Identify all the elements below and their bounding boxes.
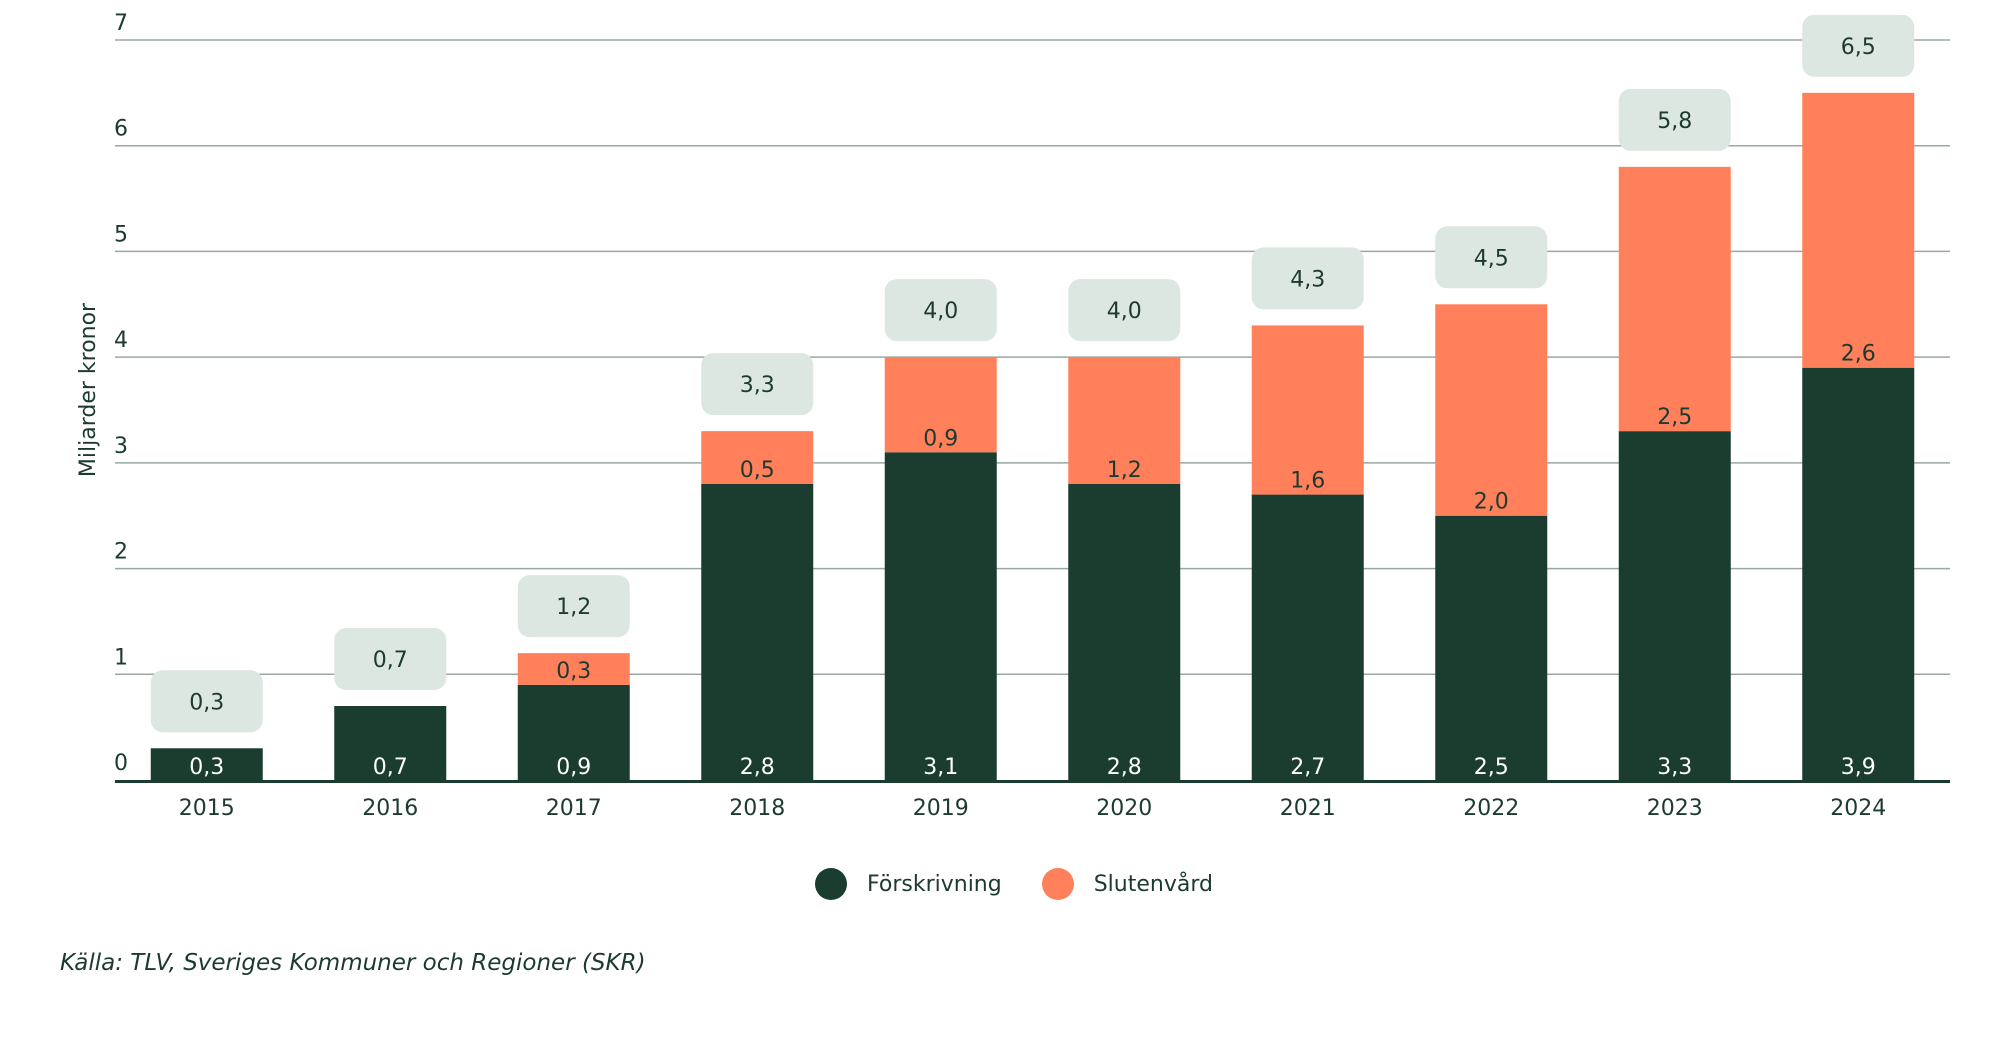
y-tick-label: 3 [114,434,128,459]
total-box [517,575,630,638]
x-tick-label: 2021 [1280,796,1336,821]
total-box [884,279,997,342]
total-box [150,670,263,733]
y-tick-label: 5 [114,222,128,247]
legend-label-slutenvard: Slutenvård [1093,871,1213,897]
source-note: Källa: TLV, Sveriges Kommuner och Region… [60,950,646,976]
y-tick-label: 6 [114,117,128,142]
bar-forskrivning [701,484,814,780]
data-label-forskrivning: 3,3 [1657,755,1692,780]
bar-slutenvard [517,653,630,685]
total-label: 0,3 [189,690,224,715]
total-label: 4,5 [1474,246,1509,271]
data-label-slutenvard: 2,6 [1841,342,1876,367]
legend-item-slutenvard: Slutenvård [1041,868,1213,900]
total-label: 0,7 [373,648,408,673]
total-box [1251,247,1364,310]
x-tick-label: 2023 [1647,796,1703,821]
data-label-slutenvard: 0,9 [923,426,958,451]
bar-forskrivning [1802,367,1915,780]
bar-forskrivning [1618,431,1731,780]
x-tick-label: 2022 [1463,796,1519,821]
bar-forskrivning [1251,494,1364,780]
total-box [1618,88,1731,151]
data-label-slutenvard: 0,5 [740,458,775,483]
bars: 0,3 0,3 0,7 0,7 0,9 0,3 1,2 2,8 0,5 3,3 3,1 0,9 4,0 2… [150,14,1915,780]
grid-lines [115,39,1950,676]
data-label-forskrivning: 2,8 [1107,755,1142,780]
y-axis-label: Miljarder kronor [76,302,101,477]
total-label: 4,0 [923,299,958,324]
y-tick-label: 2 [114,540,128,565]
legend-label-forskrivning: Förskrivning [867,871,1002,897]
y-axis-ticks: 0 1 2 3 4 5 6 7 [114,11,128,776]
total-label: 1,2 [556,595,591,620]
x-tick-label: 2024 [1830,796,1886,821]
total-box [334,628,447,690]
data-label-forskrivning: 2,7 [1290,755,1325,780]
data-label-forskrivning: 0,7 [373,755,408,780]
legend-swatch-forskrivning [815,868,847,900]
legend-item-forskrivning: Förskrivning [815,868,1002,900]
bar-forskrivning [334,706,447,780]
total-label: 4,3 [1290,267,1325,292]
bar-slutenvard [1435,304,1548,516]
data-label-forskrivning: 3,1 [923,755,958,780]
data-label-forskrivning: 2,8 [740,755,775,780]
total-box [701,353,814,416]
x-tick-label: 2018 [729,796,785,821]
bar-forskrivning [150,748,263,780]
legend-swatch-slutenvard [1041,868,1074,900]
total-box [1435,226,1548,289]
legend: Förskrivning Slutenvård [815,868,1213,900]
y-tick-label: 0 [114,751,128,776]
data-label-slutenvard: 1,6 [1290,469,1325,494]
bar-forskrivning [1068,484,1181,780]
total-label: 6,5 [1841,35,1876,60]
bar-slutenvard [1068,357,1181,484]
total-label: 3,3 [740,373,775,398]
bar-slutenvard [1802,92,1915,368]
data-label-slutenvard: 1,2 [1107,458,1142,483]
bar-slutenvard [884,357,997,453]
x-tick-label: 2015 [179,796,235,821]
total-label: 4,0 [1107,299,1142,324]
bar-slutenvard [701,431,814,484]
data-label-slutenvard: 2,5 [1657,405,1692,430]
y-tick-label: 1 [114,645,128,670]
total-label: 5,8 [1657,109,1692,134]
bar-forskrivning [884,452,997,780]
data-label-forskrivning: 0,9 [556,755,591,780]
x-tick-label: 2016 [362,796,418,821]
bar-slutenvard [1251,325,1364,495]
bar-slutenvard [1618,166,1731,432]
total-box [1802,14,1915,77]
data-label-forskrivning: 2,5 [1474,755,1509,780]
data-label-forskrivning: 0,3 [189,755,224,780]
y-tick-label: 7 [114,11,128,36]
total-box [1068,279,1181,342]
x-tick-label: 2019 [913,796,969,821]
x-tick-label: 2020 [1096,796,1152,821]
data-label-slutenvard: 0,3 [556,659,591,684]
bar-forskrivning [517,684,630,780]
bar-forskrivning [1435,515,1548,780]
x-axis-ticks: 2015 2016 2017 2018 2019 2020 2021 2022 2023 2024 [179,796,1887,821]
data-label-forskrivning: 3,9 [1841,755,1876,780]
data-label-slutenvard: 2,0 [1474,490,1509,515]
x-tick-label: 2017 [546,796,602,821]
y-tick-label: 4 [114,328,128,353]
